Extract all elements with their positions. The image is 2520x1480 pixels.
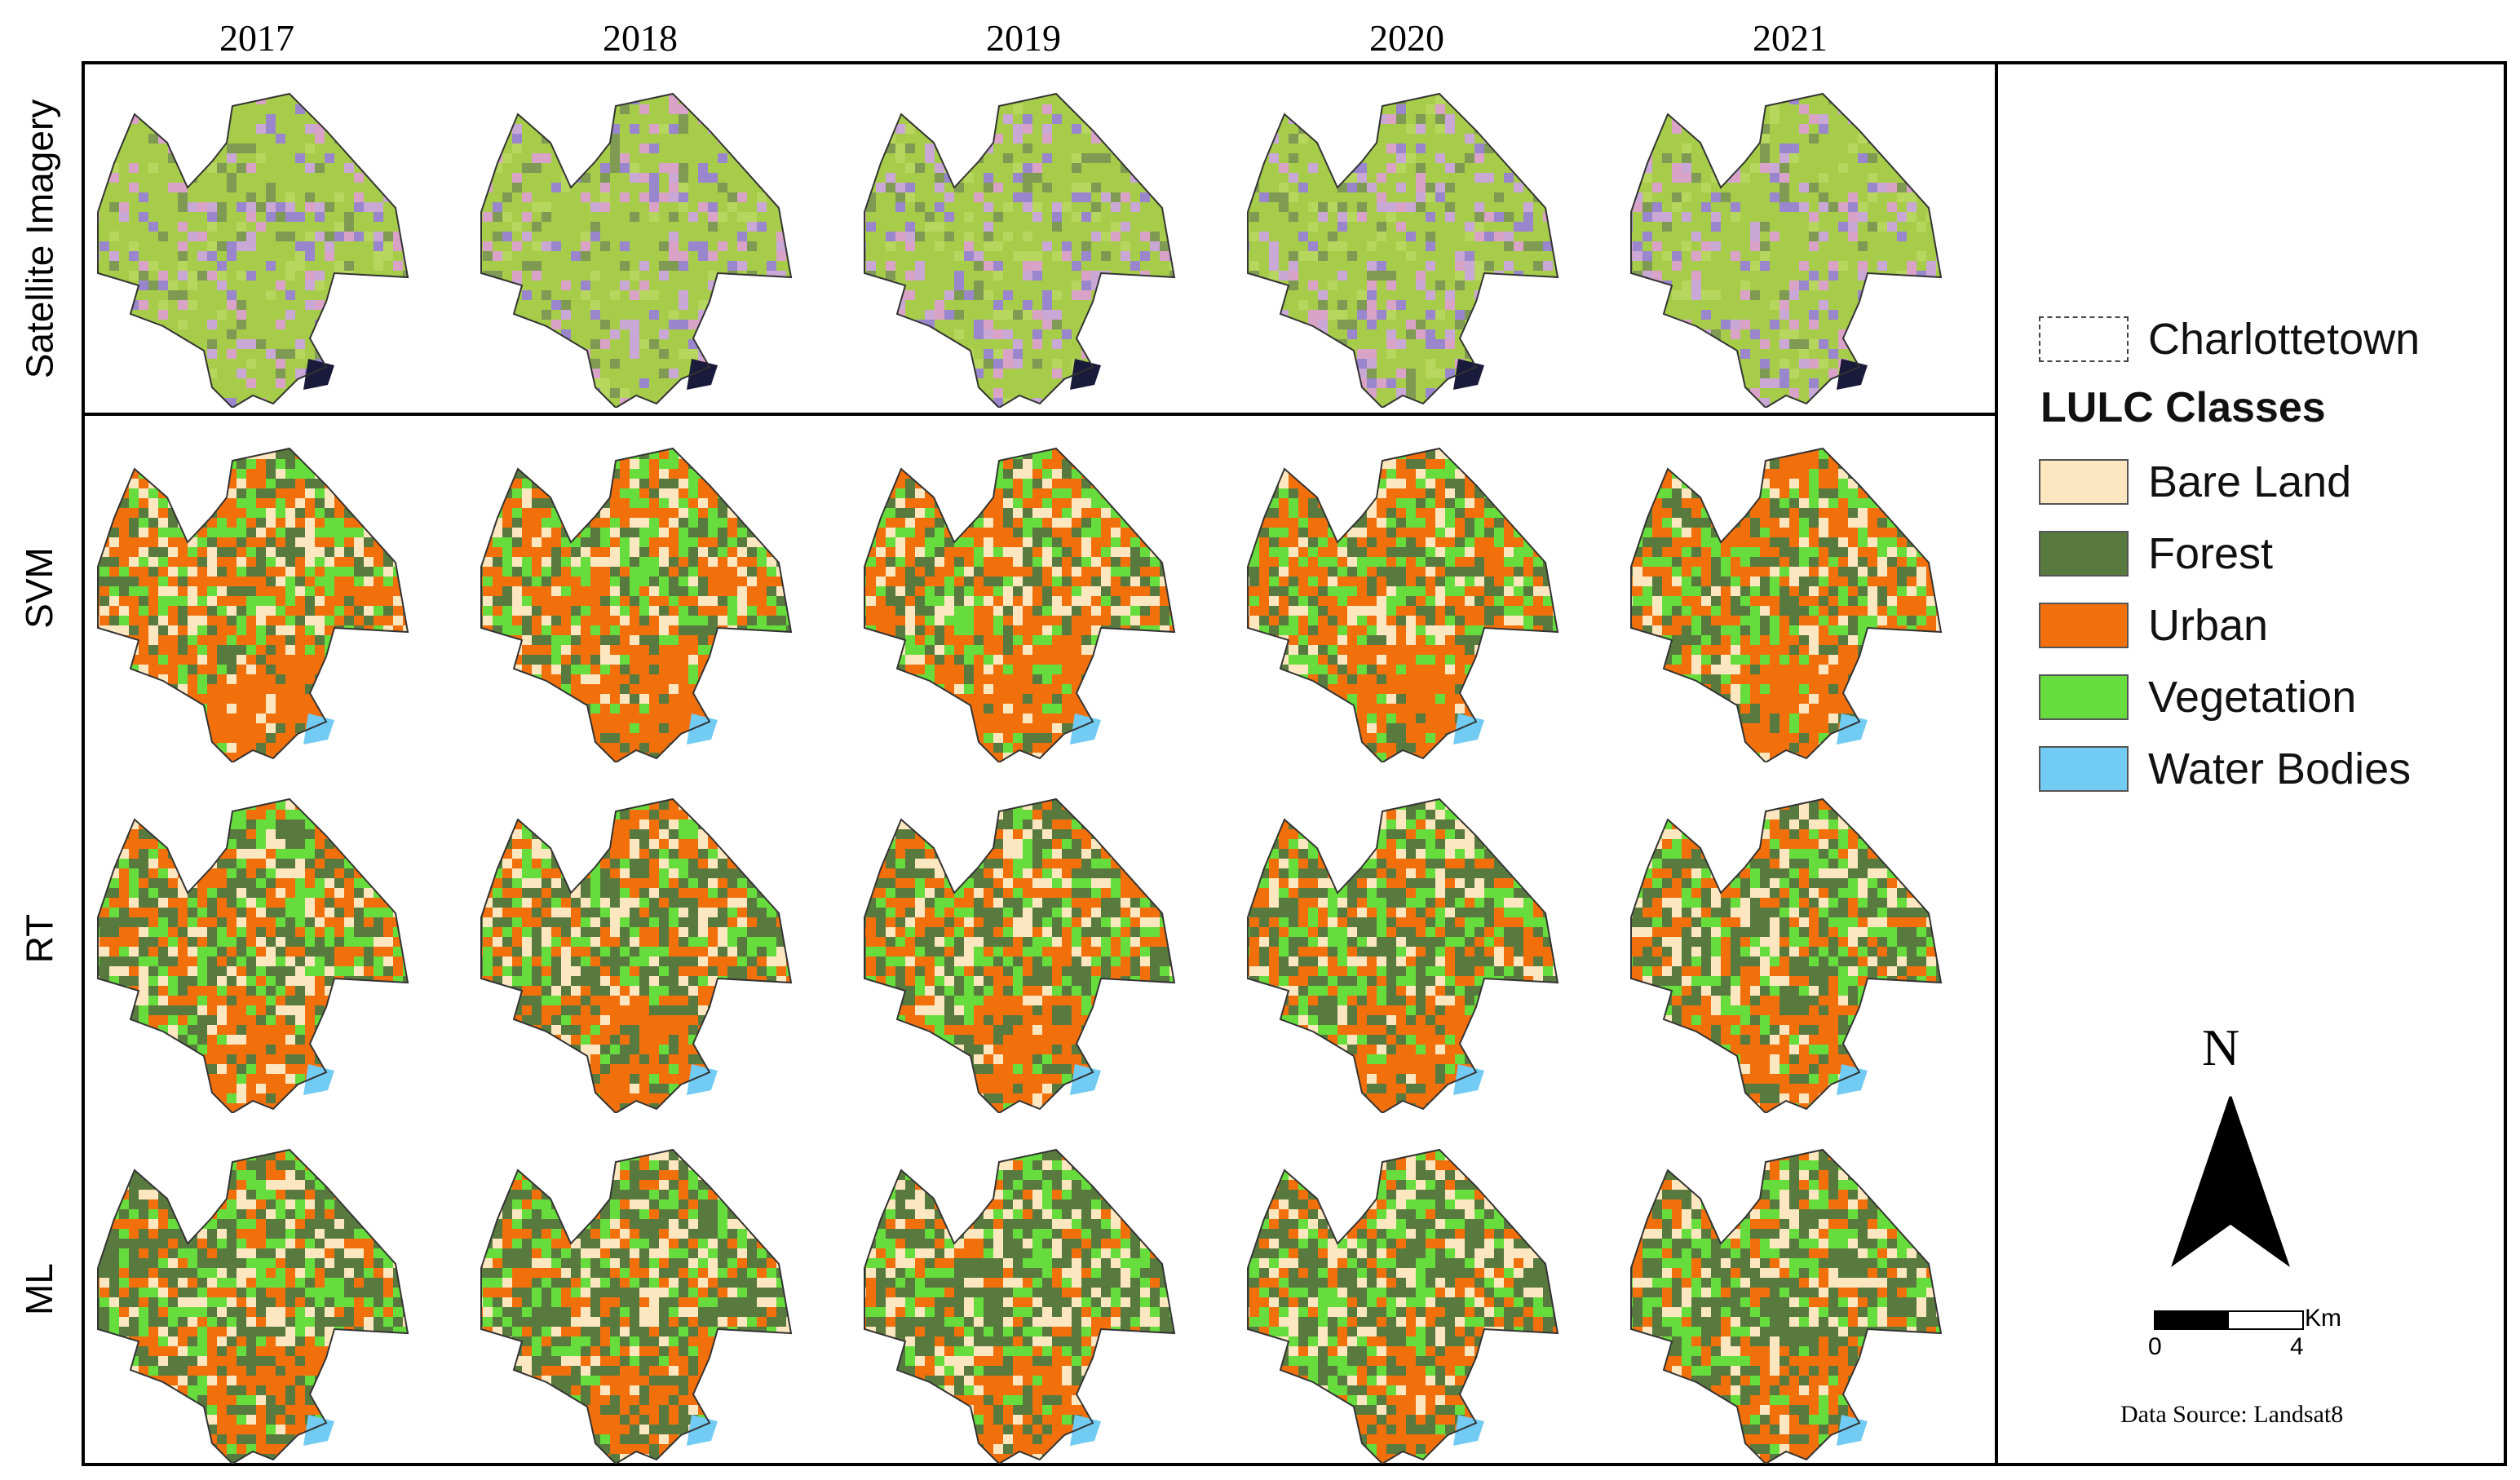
year-label-2018: 2018 — [493, 16, 787, 60]
row-label-rt: RT — [7, 763, 72, 1114]
legend-item-forest: Forest — [2039, 528, 2273, 579]
scale-bar-unit-label: Km — [2305, 1305, 2341, 1332]
map-svm-2020 — [1240, 420, 1582, 762]
map-ml-2017 — [90, 1121, 432, 1464]
map-rt-2020 — [1240, 771, 1582, 1113]
map-rt-2018 — [473, 771, 816, 1113]
row-label-satellite-imagery: Satellite Imagery — [7, 61, 72, 416]
legend-title: LULC Classes — [2040, 383, 2326, 432]
legend-item-charlottetown: Charlottetown — [2039, 314, 2420, 364]
year-label-2017: 2017 — [110, 16, 404, 60]
row-label-rt-text: RT — [17, 914, 61, 964]
north-arrow-icon — [2171, 1096, 2290, 1267]
map-ml-2020 — [1240, 1121, 1582, 1464]
map-satellite-imagery-2020 — [1240, 65, 1582, 408]
map-ml-2018 — [473, 1121, 816, 1464]
legend-label-urban: Urban — [2148, 600, 2268, 651]
map-ml-2021 — [1623, 1121, 1965, 1464]
map-svm-2017 — [90, 420, 432, 762]
vegetation-swatch — [2039, 674, 2129, 720]
legend-item-vegetation: Vegetation — [2039, 672, 2356, 722]
data-source-note: Data Source: Landsat8 — [2120, 1401, 2343, 1429]
map-satellite-imagery-2018 — [473, 65, 816, 408]
bare-land-swatch — [2039, 459, 2129, 505]
legend-label-charlottetown: Charlottetown — [2148, 314, 2420, 364]
legend-item-urban: Urban — [2039, 600, 2268, 651]
map-rt-2017 — [90, 771, 432, 1113]
row-label-ml-text: ML — [17, 1263, 61, 1315]
north-label: N — [2202, 1018, 2239, 1078]
scale-bar — [2154, 1310, 2304, 1330]
map-satellite-imagery-2017 — [90, 65, 432, 408]
map-satellite-imagery-2021 — [1623, 65, 1965, 408]
legend-label-vegetation: Vegetation — [2148, 672, 2356, 722]
map-svm-2019 — [856, 420, 1199, 762]
map-svm-2018 — [473, 420, 816, 762]
forest-swatch — [2039, 531, 2129, 577]
legend-label-forest: Forest — [2148, 528, 2273, 579]
map-rt-2021 — [1623, 771, 1965, 1113]
row-label-svm: SVM — [7, 413, 72, 763]
legend-item-bare-land: Bare Land — [2039, 457, 2351, 507]
row-label-satellite-imagery-text: Satellite Imagery — [17, 99, 61, 378]
year-label-2021: 2021 — [1643, 16, 1937, 60]
legend-item-water-bodies: Water Bodies — [2039, 744, 2411, 794]
year-label-2020: 2020 — [1260, 16, 1554, 60]
urban-swatch — [2039, 603, 2129, 648]
water-bodies-swatch — [2039, 746, 2129, 792]
row-label-svm-text: SVM — [17, 547, 61, 629]
row-label-ml: ML — [7, 1114, 72, 1465]
map-ml-2019 — [856, 1121, 1199, 1464]
charlottetown-boundary-swatch — [2039, 316, 2129, 362]
map-satellite-imagery-2019 — [856, 65, 1199, 408]
year-label-2019: 2019 — [877, 16, 1170, 60]
map-rt-2019 — [856, 771, 1199, 1113]
map-svm-2021 — [1623, 420, 1965, 762]
scale-bar-start-label: 0 — [2148, 1333, 2162, 1361]
scale-bar-end-label: 4 — [2290, 1333, 2304, 1361]
legend-label-water-bodies: Water Bodies — [2148, 744, 2411, 794]
legend-label-bare-land: Bare Land — [2148, 457, 2351, 507]
